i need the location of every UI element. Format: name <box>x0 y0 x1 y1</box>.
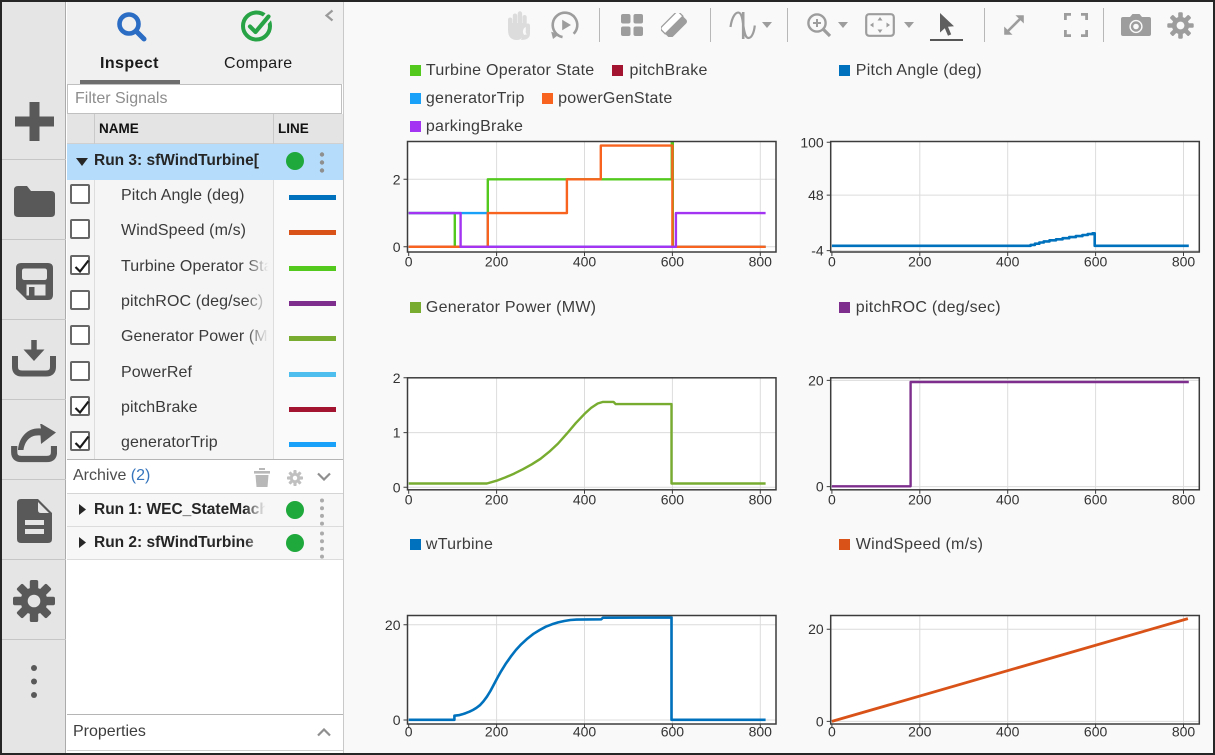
svg-text:800: 800 <box>1172 492 1196 508</box>
svg-text:0: 0 <box>405 724 413 740</box>
svg-text:0: 0 <box>828 724 836 740</box>
svg-text:1: 1 <box>393 425 401 441</box>
svg-text:100: 100 <box>800 134 824 150</box>
svg-text:800: 800 <box>1172 254 1196 270</box>
svg-text:800: 800 <box>749 724 773 740</box>
svg-text:400: 400 <box>996 492 1020 508</box>
svg-text:0: 0 <box>393 479 401 495</box>
svg-text:600: 600 <box>661 492 685 508</box>
svg-text:0: 0 <box>828 254 836 270</box>
svg-text:800: 800 <box>749 254 773 270</box>
svg-text:800: 800 <box>749 492 773 508</box>
svg-text:2: 2 <box>393 370 401 386</box>
svg-text:200: 200 <box>908 254 932 270</box>
svg-text:400: 400 <box>573 724 597 740</box>
svg-text:200: 200 <box>485 254 509 270</box>
svg-text:0: 0 <box>393 239 401 255</box>
svg-text:200: 200 <box>908 492 932 508</box>
svg-text:20: 20 <box>808 372 824 388</box>
svg-text:600: 600 <box>1084 724 1108 740</box>
svg-text:400: 400 <box>996 254 1020 270</box>
svg-text:400: 400 <box>573 254 597 270</box>
svg-text:20: 20 <box>808 621 824 637</box>
svg-text:600: 600 <box>1084 492 1108 508</box>
svg-text:48: 48 <box>808 187 824 203</box>
svg-text:0: 0 <box>393 712 401 728</box>
svg-text:200: 200 <box>485 492 509 508</box>
svg-text:400: 400 <box>573 492 597 508</box>
svg-text:400: 400 <box>996 724 1020 740</box>
svg-text:600: 600 <box>661 724 685 740</box>
svg-text:0: 0 <box>405 254 413 270</box>
svg-text:800: 800 <box>1172 724 1196 740</box>
svg-text:2: 2 <box>393 171 401 187</box>
svg-text:600: 600 <box>661 254 685 270</box>
svg-text:600: 600 <box>1084 254 1108 270</box>
svg-text:200: 200 <box>908 724 932 740</box>
svg-text:0: 0 <box>816 479 824 495</box>
svg-text:0: 0 <box>828 492 836 508</box>
svg-text:20: 20 <box>385 617 401 633</box>
svg-text:0: 0 <box>405 492 413 508</box>
svg-text:-4: -4 <box>811 243 824 259</box>
svg-text:200: 200 <box>485 724 509 740</box>
svg-text:0: 0 <box>816 713 824 729</box>
